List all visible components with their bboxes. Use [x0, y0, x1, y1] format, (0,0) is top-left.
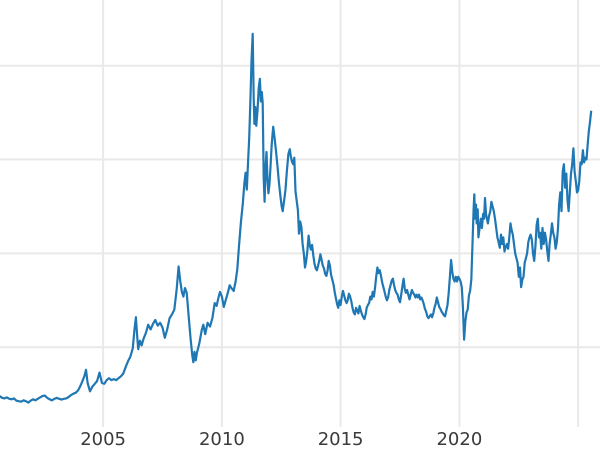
x-axis-tick-labels: 2005 2010 2015 2020 [80, 429, 482, 450]
x-tick-label-2010: 2010 [199, 429, 245, 450]
horizontal-gridlines [0, 64, 600, 349]
price-line-series [0, 32, 593, 404]
x-tick-label-2005: 2005 [80, 429, 126, 450]
x-tick-label-2015: 2015 [318, 429, 364, 450]
x-tick-label-2020: 2020 [436, 429, 482, 450]
vertical-gridlines [102, 0, 580, 427]
